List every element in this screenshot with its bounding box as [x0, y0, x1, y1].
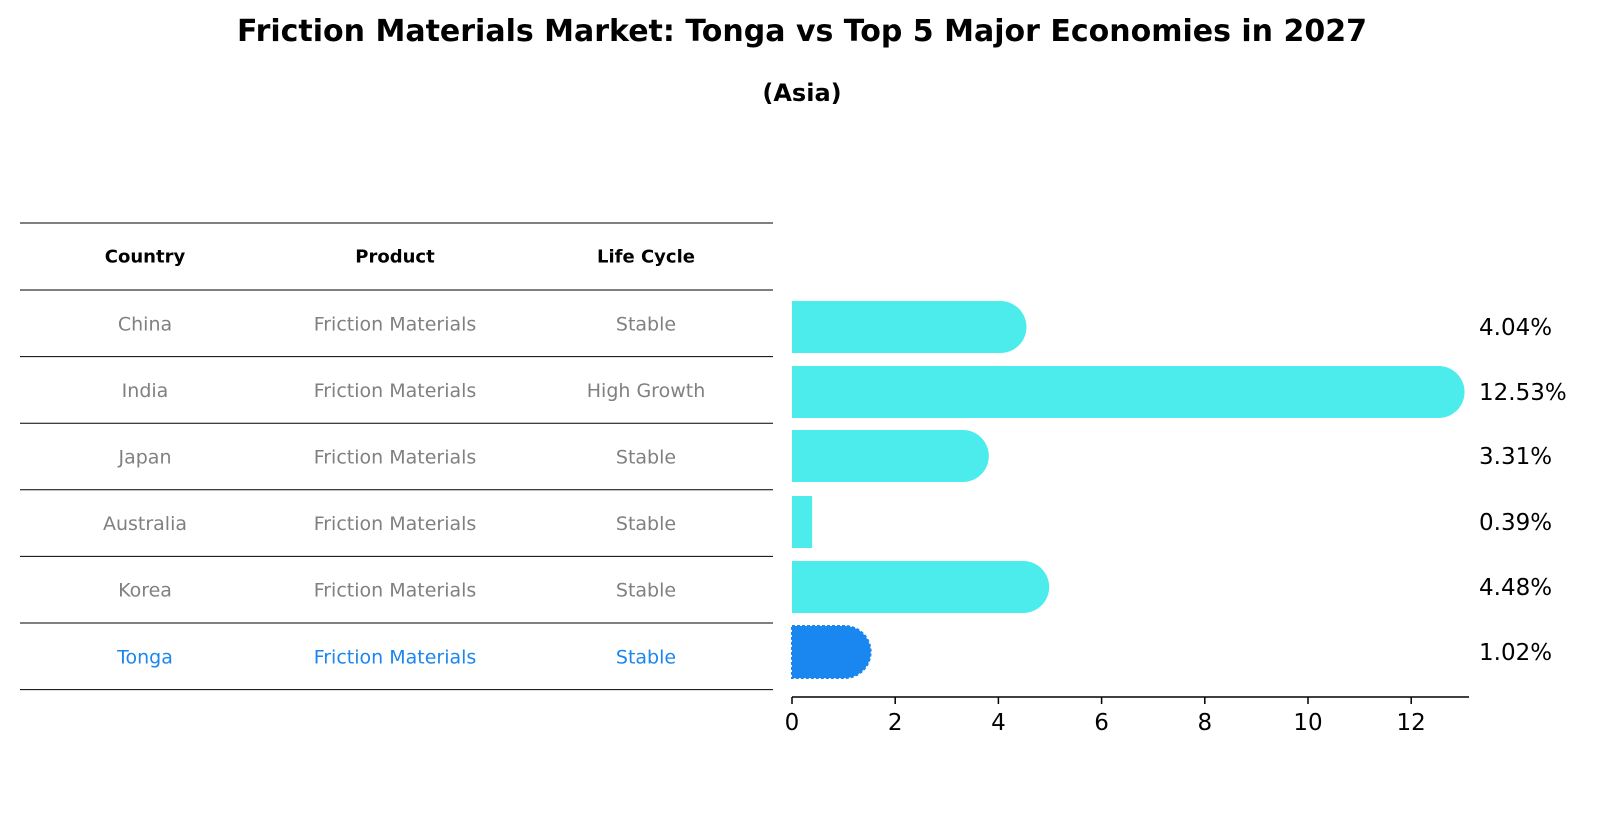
- bar-value-label: 4.04%: [1479, 315, 1552, 341]
- bar-value-label: 1.02%: [1479, 640, 1552, 666]
- x-tick-label: 0: [785, 710, 800, 736]
- x-tick-label: 10: [1293, 710, 1322, 736]
- chart-subtitle: (Asia): [762, 79, 842, 107]
- bar-korea: [792, 561, 1050, 613]
- table-cell: Friction Materials: [314, 380, 477, 402]
- table-cell: Stable: [616, 313, 676, 335]
- bar-australia: [792, 496, 813, 548]
- table-cell: China: [118, 313, 172, 335]
- bar-value-label: 3.31%: [1479, 444, 1552, 470]
- bar-tonga: [791, 625, 872, 679]
- table-header-cell: Product: [355, 247, 435, 268]
- table-cell: High Growth: [587, 380, 705, 402]
- table-cell: Friction Materials: [314, 313, 477, 335]
- x-tick-label: 6: [1094, 710, 1109, 736]
- table-cell: Korea: [118, 580, 172, 602]
- x-tick-label: 12: [1397, 710, 1426, 736]
- table-cell: Friction Materials: [314, 646, 477, 668]
- table-cell: Stable: [616, 646, 676, 668]
- bar-china: [792, 301, 1027, 353]
- table-cell: Australia: [103, 513, 187, 535]
- x-tick-label: 2: [888, 710, 903, 736]
- bar-japan: [792, 430, 989, 482]
- bar-value-label: 4.48%: [1479, 575, 1552, 601]
- bar-value-label: 0.39%: [1479, 510, 1552, 536]
- table-cell: Tonga: [116, 646, 173, 668]
- chart-title: Friction Materials Market: Tonga vs Top …: [237, 14, 1367, 49]
- table-cell: Stable: [616, 580, 676, 602]
- bar-india: [792, 366, 1465, 418]
- table-header-cell: Life Cycle: [597, 247, 695, 268]
- table-cell: Stable: [616, 447, 676, 469]
- table-header-cell: Country: [105, 247, 186, 268]
- bar-value-label: 12.53%: [1479, 380, 1567, 406]
- table-cell: Friction Materials: [314, 447, 477, 469]
- x-tick-label: 8: [1197, 710, 1212, 736]
- table-cell: Stable: [616, 513, 676, 535]
- table-cell: Friction Materials: [314, 513, 477, 535]
- x-tick-label: 4: [991, 710, 1006, 736]
- table-cell: Japan: [118, 447, 172, 469]
- table-cell: India: [122, 380, 169, 402]
- table-cell: Friction Materials: [314, 580, 477, 602]
